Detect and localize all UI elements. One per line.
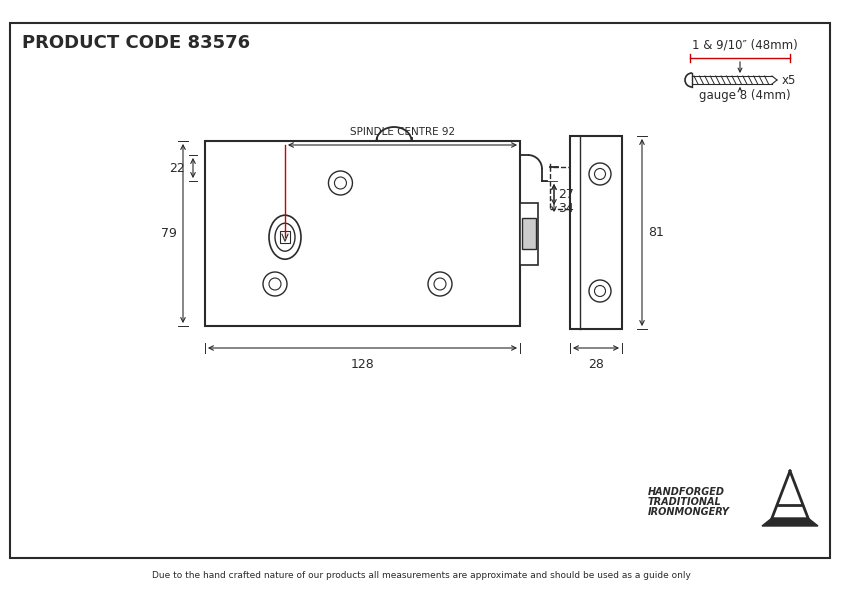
Bar [205, 155, 520, 181]
Text: gauge 8 (4mm): gauge 8 (4mm) [699, 89, 791, 103]
Text: 22: 22 [169, 162, 185, 175]
Text: SPINDLE CENTRE 92: SPINDLE CENTRE 92 [350, 127, 455, 137]
Ellipse shape [269, 215, 301, 259]
Text: IRONMONGERY: IRONMONGERY [648, 507, 730, 517]
Polygon shape [776, 474, 804, 515]
Text: HANDFORGED: HANDFORGED [648, 487, 725, 497]
Polygon shape [762, 518, 818, 526]
Text: 34: 34 [558, 203, 573, 216]
Polygon shape [778, 505, 802, 515]
Circle shape [434, 278, 446, 290]
Text: 28: 28 [588, 358, 604, 371]
Bar [10, 23, 830, 558]
Circle shape [589, 280, 611, 302]
Circle shape [328, 171, 353, 195]
Ellipse shape [275, 223, 295, 251]
Text: PRODUCT CODE 83576: PRODUCT CODE 83576 [22, 34, 250, 52]
Text: x5: x5 [782, 73, 797, 86]
Bar [522, 218, 536, 249]
Text: 1 & 9/10″ (48mm): 1 & 9/10″ (48mm) [692, 39, 798, 51]
Circle shape [589, 163, 611, 185]
Bar [550, 167, 592, 209]
Text: Due to the hand crafted nature of our products all measurements are approximate : Due to the hand crafted nature of our pr… [152, 572, 690, 581]
Text: 79: 79 [161, 227, 177, 240]
Bar [520, 203, 538, 265]
Circle shape [428, 272, 452, 296]
Circle shape [594, 285, 605, 296]
Bar [570, 136, 622, 329]
Text: 81: 81 [648, 226, 663, 239]
Text: 27: 27 [558, 188, 574, 200]
Circle shape [269, 278, 281, 290]
Bar [205, 141, 520, 326]
Circle shape [594, 169, 605, 179]
Circle shape [263, 272, 287, 296]
Circle shape [334, 177, 346, 189]
Text: 128: 128 [350, 358, 375, 371]
Bar [280, 231, 290, 243]
Text: TRADITIONAL: TRADITIONAL [648, 497, 722, 507]
